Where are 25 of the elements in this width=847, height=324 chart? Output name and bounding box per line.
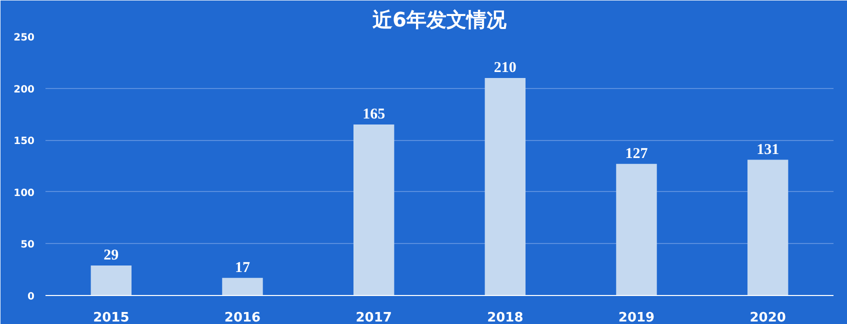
- x-tick-label: 2017: [356, 310, 392, 324]
- y-tick-label: 0: [28, 292, 35, 302]
- data-label: 17: [235, 260, 250, 276]
- x-tick-label: 2015: [93, 310, 130, 324]
- data-label: 165: [362, 106, 386, 123]
- data-label: 29: [104, 247, 119, 264]
- y-tick-label: 50: [20, 240, 35, 251]
- y-tick-label: 150: [14, 136, 35, 148]
- data-label: 127: [625, 146, 648, 162]
- bar: [484, 78, 526, 296]
- bar: [222, 278, 263, 296]
- chart-title: 近6年发文情况: [372, 8, 508, 32]
- y-tick-label: 200: [14, 84, 35, 96]
- y-tick-label: 100: [14, 188, 35, 199]
- bar: [353, 124, 394, 296]
- bar: [747, 160, 788, 296]
- x-tick-label: 2019: [618, 310, 655, 324]
- y-tick-label: 250: [14, 32, 35, 44]
- bar: [616, 164, 657, 296]
- x-tick-label: 2016: [224, 310, 261, 324]
- data-label: 210: [494, 60, 516, 76]
- x-tick-label: 2018: [487, 310, 524, 324]
- x-tick-label: 2020: [750, 310, 786, 324]
- data-label: 131: [756, 142, 780, 158]
- bar: [90, 265, 132, 296]
